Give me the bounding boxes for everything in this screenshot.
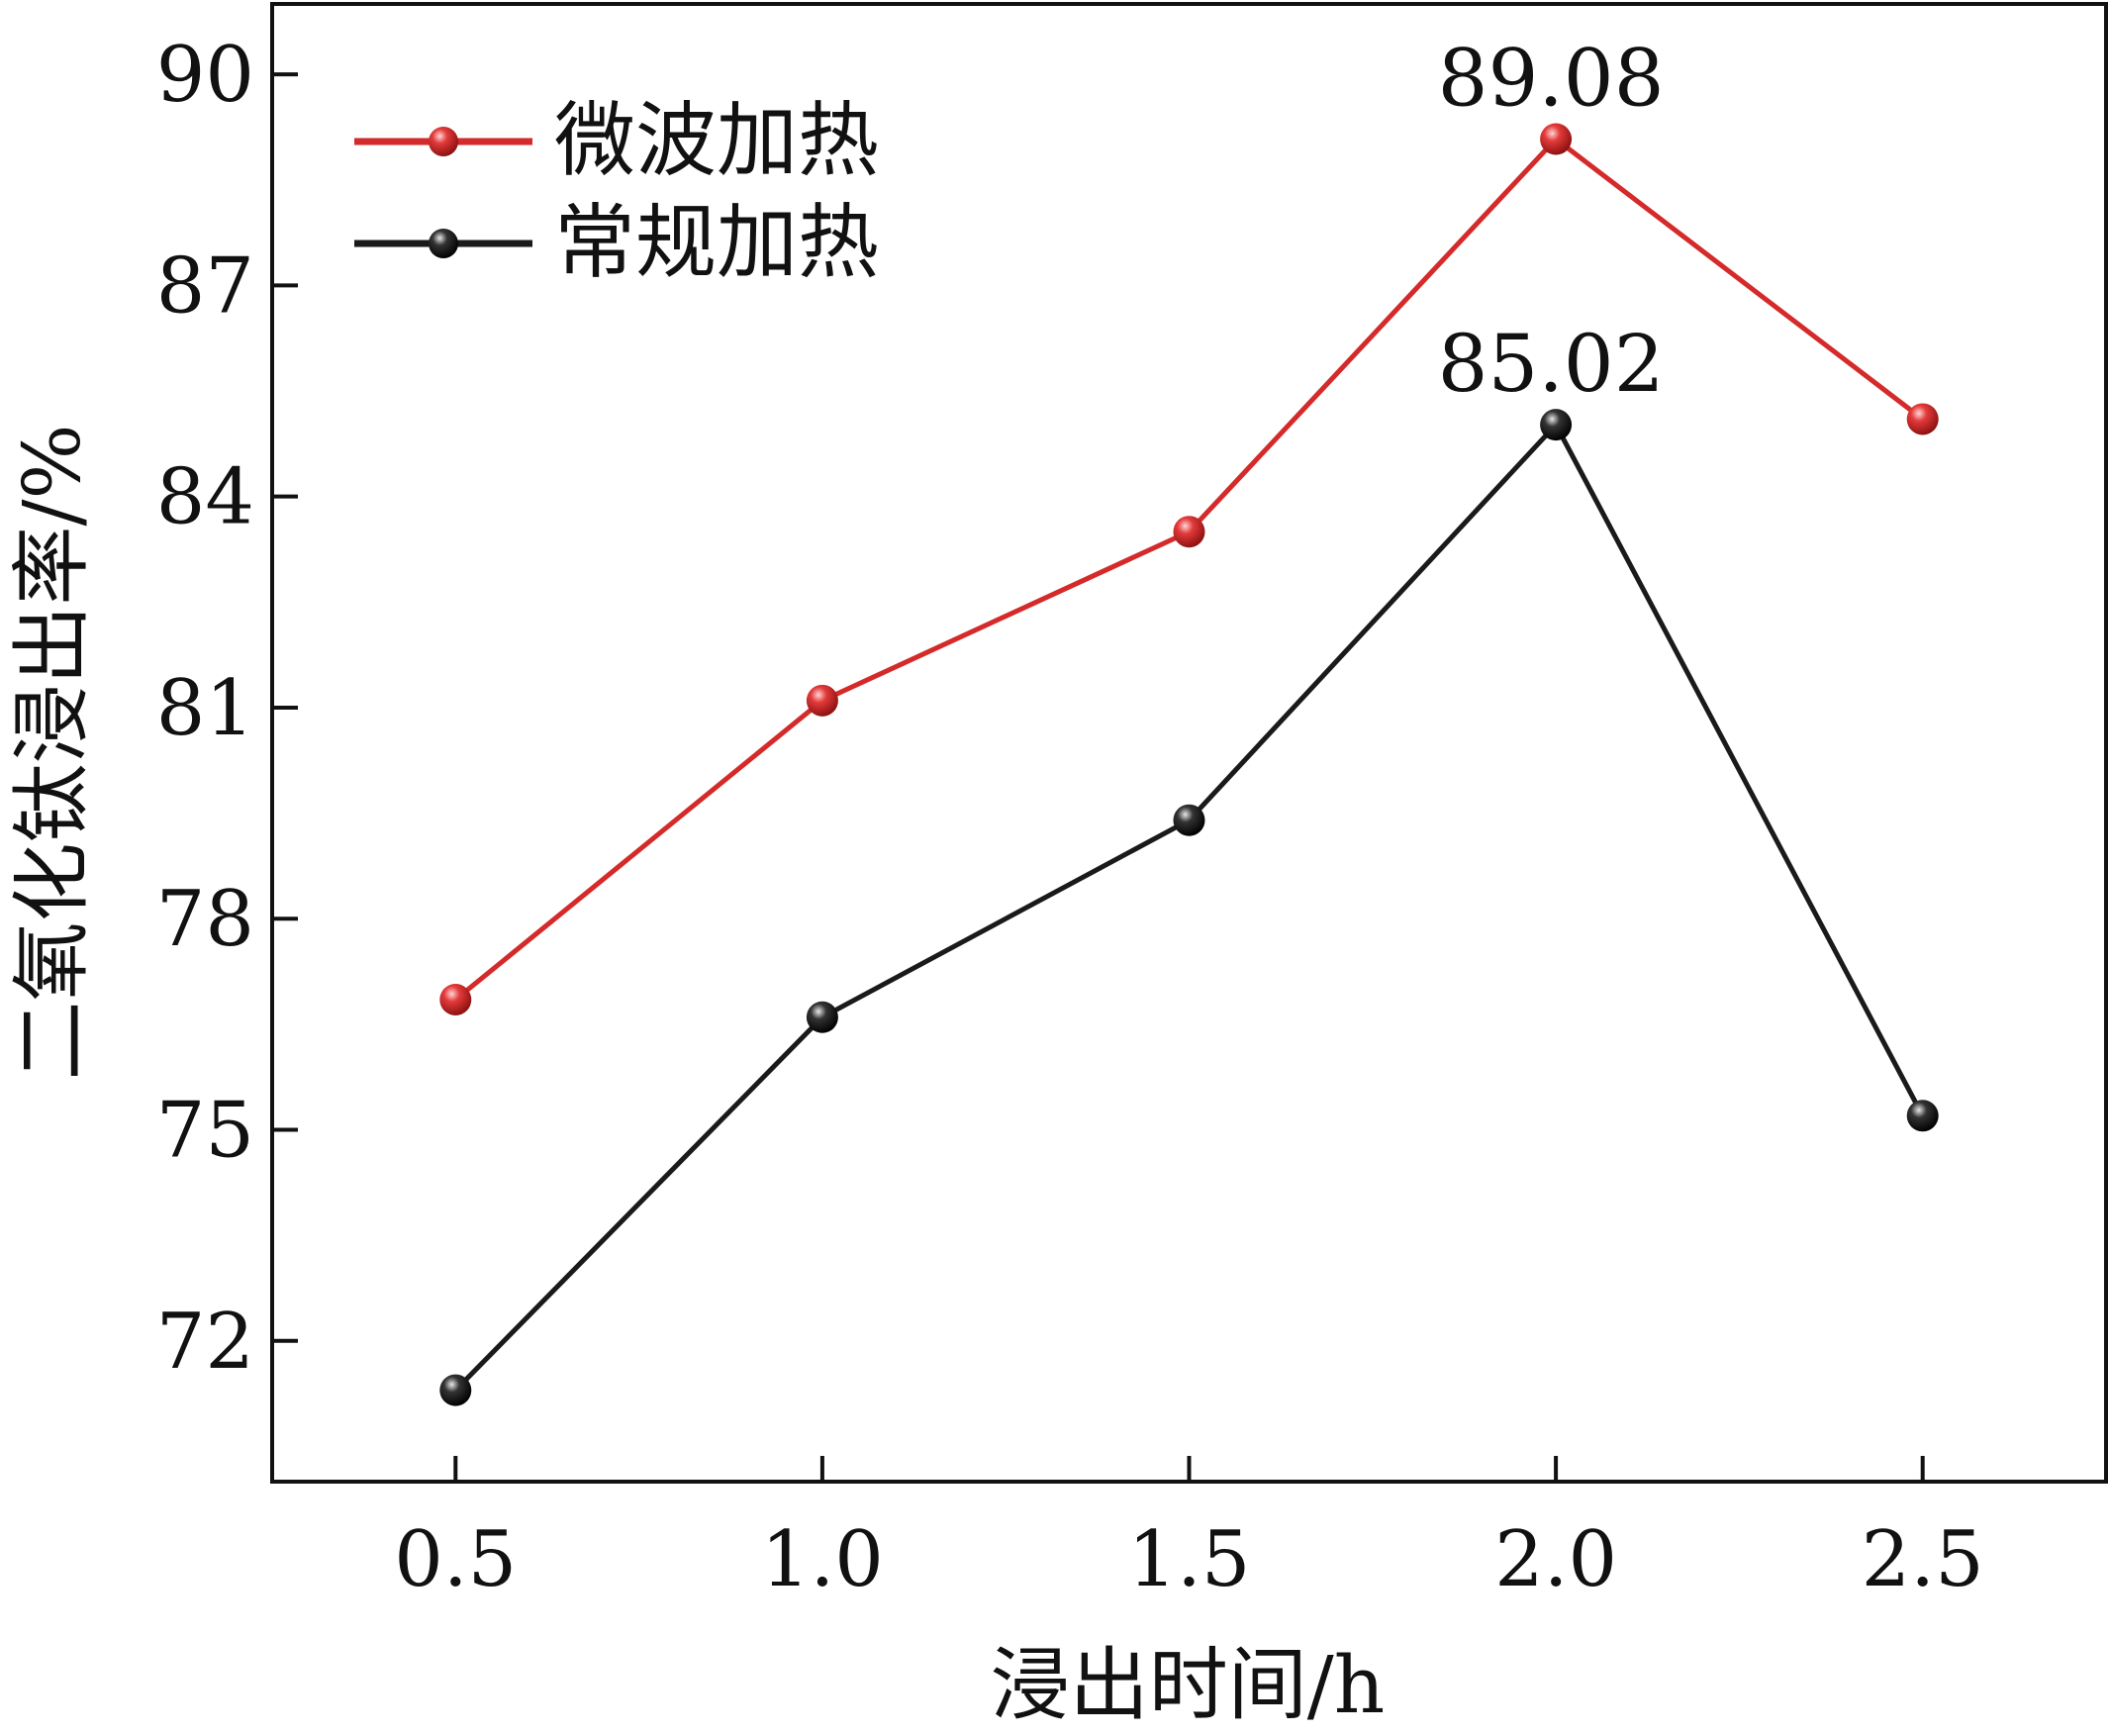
data-label-1: 85.02 bbox=[1438, 318, 1665, 410]
y-tick-label-84: 84 bbox=[156, 453, 254, 542]
y-axis-ticks: 72 75 78 81 84 87 90 bbox=[156, 31, 298, 1387]
data-point-s0-4 bbox=[1906, 403, 1939, 435]
series-line-1 bbox=[453, 422, 1925, 1393]
y-tick-label-81: 81 bbox=[156, 664, 254, 753]
plot-area-frame bbox=[270, 2, 2108, 1484]
data-label-0: 89.08 bbox=[1438, 33, 1665, 125]
data-point-s1-1 bbox=[806, 1001, 838, 1033]
x-tick-label-2.0: 2.0 bbox=[1494, 1515, 1617, 1604]
data-point-s1-4 bbox=[1906, 1100, 1939, 1132]
x-tick-label-1.5: 1.5 bbox=[1127, 1515, 1250, 1604]
y-tick-label-72: 72 bbox=[156, 1298, 254, 1387]
x-tick-label-0.5: 0.5 bbox=[394, 1515, 517, 1604]
series-lines bbox=[453, 137, 1925, 1393]
legend: 微波加热 常规加热 bbox=[354, 94, 879, 290]
x-axis-title: 浸出时间/h bbox=[991, 1639, 1385, 1731]
y-tick-label-90: 90 bbox=[156, 31, 254, 120]
x-tick-label-1.0: 1.0 bbox=[761, 1515, 884, 1604]
y-tick-label-87: 87 bbox=[156, 241, 254, 331]
series-points bbox=[439, 123, 1939, 1406]
data-point-s0-0 bbox=[439, 983, 472, 1015]
y-tick-label-75: 75 bbox=[156, 1087, 254, 1176]
data-point-s0-1 bbox=[806, 684, 838, 717]
y-tick-label-78: 78 bbox=[156, 875, 254, 964]
legend-marker-microwave bbox=[429, 127, 458, 156]
data-point-s1-0 bbox=[439, 1374, 472, 1406]
legend-marker-conventional bbox=[429, 229, 458, 258]
legend-label-microwave: 微波加热 bbox=[554, 94, 879, 188]
x-axis-ticks: 0.5 1.0 1.5 2.0 2.5 bbox=[394, 1456, 1984, 1604]
data-point-s1-2 bbox=[1173, 804, 1205, 836]
data-labels: 89.08 85.02 bbox=[1438, 33, 1665, 411]
legend-label-conventional: 常规加热 bbox=[554, 196, 879, 290]
data-point-s0-2 bbox=[1173, 516, 1205, 548]
x-tick-label-2.5: 2.5 bbox=[1862, 1515, 1984, 1604]
data-point-s0-3 bbox=[1540, 123, 1573, 155]
data-point-s1-3 bbox=[1540, 409, 1573, 441]
y-axis-title: 二氧化钛浸出率/% bbox=[6, 425, 98, 1081]
